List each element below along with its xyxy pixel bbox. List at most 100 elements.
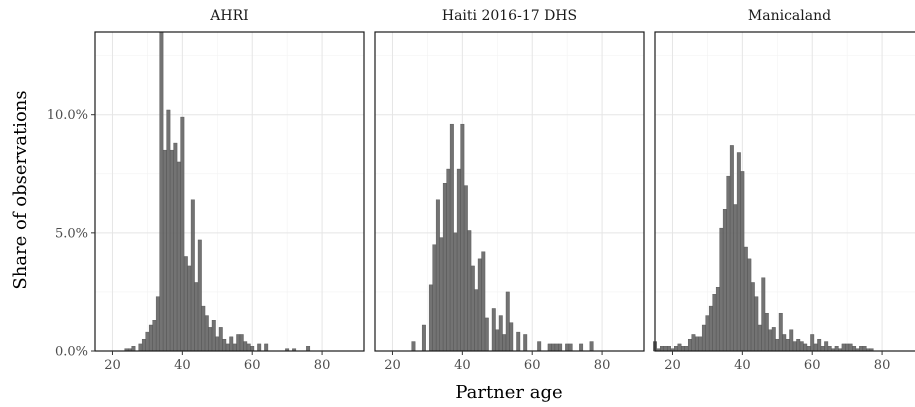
histogram-bar [474, 289, 479, 352]
histogram-bar [477, 258, 482, 352]
panels-layer: AHRI 20 40 60 80 0.0% 5.0% 10.0% Haiti 2016-17 D… [47, 8, 915, 373]
histogram-bar [467, 230, 472, 352]
x-tick-label: 20 [104, 358, 121, 373]
histogram-bar [747, 258, 752, 352]
histogram-bar [824, 341, 829, 352]
histogram-bar [257, 343, 262, 352]
histogram-bar [449, 123, 454, 352]
histogram-bar [757, 324, 762, 352]
histogram-bar [481, 251, 486, 352]
histogram-bar [505, 291, 510, 352]
histogram-bar [698, 336, 703, 352]
histogram-bar [208, 327, 213, 352]
histogram-bar [131, 346, 136, 352]
panel-3: Manicaland 20 40 60 80 [653, 8, 915, 373]
histogram-bar [169, 149, 174, 352]
histogram-bar [789, 329, 794, 352]
histogram-bar [803, 343, 808, 352]
histogram-bar [694, 336, 699, 352]
histogram-bar [232, 343, 237, 352]
histogram-bar [660, 346, 664, 352]
histogram-bar [222, 338, 227, 352]
histogram-bar [446, 168, 451, 352]
histogram-bar [715, 287, 720, 352]
histogram-bar [708, 305, 713, 352]
histogram-bar [740, 171, 745, 352]
histogram-bar [754, 296, 759, 352]
histogram-bar [677, 343, 682, 352]
panel-border [94, 31, 365, 352]
histogram-bar [568, 343, 573, 352]
histogram-bar [684, 346, 689, 352]
histogram-bar [705, 315, 710, 352]
histogram-bar [201, 305, 206, 352]
x-tick-label: 60 [524, 358, 541, 373]
panel-background [95, 32, 364, 351]
x-tick-label: 40 [734, 358, 751, 373]
histogram-bar [306, 346, 311, 352]
histogram-bar [817, 338, 822, 352]
histogram-bar [180, 116, 185, 352]
histogram-bar [159, 31, 164, 352]
histogram-bar [785, 338, 790, 352]
histogram-bar [243, 341, 248, 352]
histogram-bar [463, 185, 468, 352]
histogram-bar [484, 317, 489, 352]
histogram-bar [421, 324, 426, 352]
histogram-bar [166, 109, 171, 352]
histogram-bar [204, 315, 209, 352]
x-tick-label: 20 [384, 358, 401, 373]
histogram-bar [439, 237, 444, 352]
panel-border [654, 31, 915, 352]
histogram-bar [778, 312, 783, 352]
histogram-bar [771, 327, 776, 352]
x-tick-label: 40 [174, 358, 191, 373]
histogram-bar [827, 346, 832, 352]
histogram-bar [194, 282, 199, 352]
histogram-bar [667, 346, 671, 352]
histogram-bar [733, 204, 738, 352]
histogram-bar [537, 341, 542, 352]
histogram-bar [141, 338, 146, 352]
histogram-bar [834, 346, 839, 352]
histogram-bar [190, 199, 195, 352]
histogram-bar [239, 334, 244, 352]
histogram-bar [736, 152, 741, 352]
histogram-bar [155, 296, 160, 352]
histogram-bar [841, 343, 846, 352]
histogram-bar [470, 265, 475, 352]
histogram-bar [796, 338, 801, 352]
histogram-bar [681, 346, 685, 352]
y-tick-label: 0.0% [55, 345, 88, 360]
x-tick-label: 20 [664, 358, 681, 373]
histogram-bar [862, 346, 867, 352]
histogram-bar [411, 341, 416, 352]
histogram-bar [589, 341, 594, 352]
x-tick-label: 60 [244, 358, 261, 373]
histogram-bar [246, 343, 251, 352]
histogram-bar [722, 209, 727, 352]
histogram-bar [264, 343, 269, 352]
histogram-bar [498, 315, 503, 352]
histogram-bar [442, 183, 447, 352]
panel-border [374, 31, 645, 352]
histogram-bar [432, 244, 437, 352]
histogram-bar [173, 142, 178, 352]
histogram-bar [187, 265, 192, 352]
y-tick-label: 10.0% [47, 108, 88, 123]
x-tick-label: 80 [594, 358, 611, 373]
histogram-bar [495, 329, 500, 352]
histogram-bar [456, 168, 461, 352]
x-tick-label: 80 [314, 358, 331, 373]
facet-title: Manicaland [748, 8, 831, 24]
histogram-bar [435, 199, 440, 352]
histogram-bar [225, 343, 230, 352]
histogram-bar [691, 334, 696, 352]
x-tick-label: 60 [804, 358, 821, 373]
panel-background [655, 32, 915, 351]
histogram-bar [799, 341, 804, 352]
histogram-bar [750, 282, 755, 352]
histogram-bar [820, 346, 825, 352]
histogram-bar [229, 336, 234, 352]
